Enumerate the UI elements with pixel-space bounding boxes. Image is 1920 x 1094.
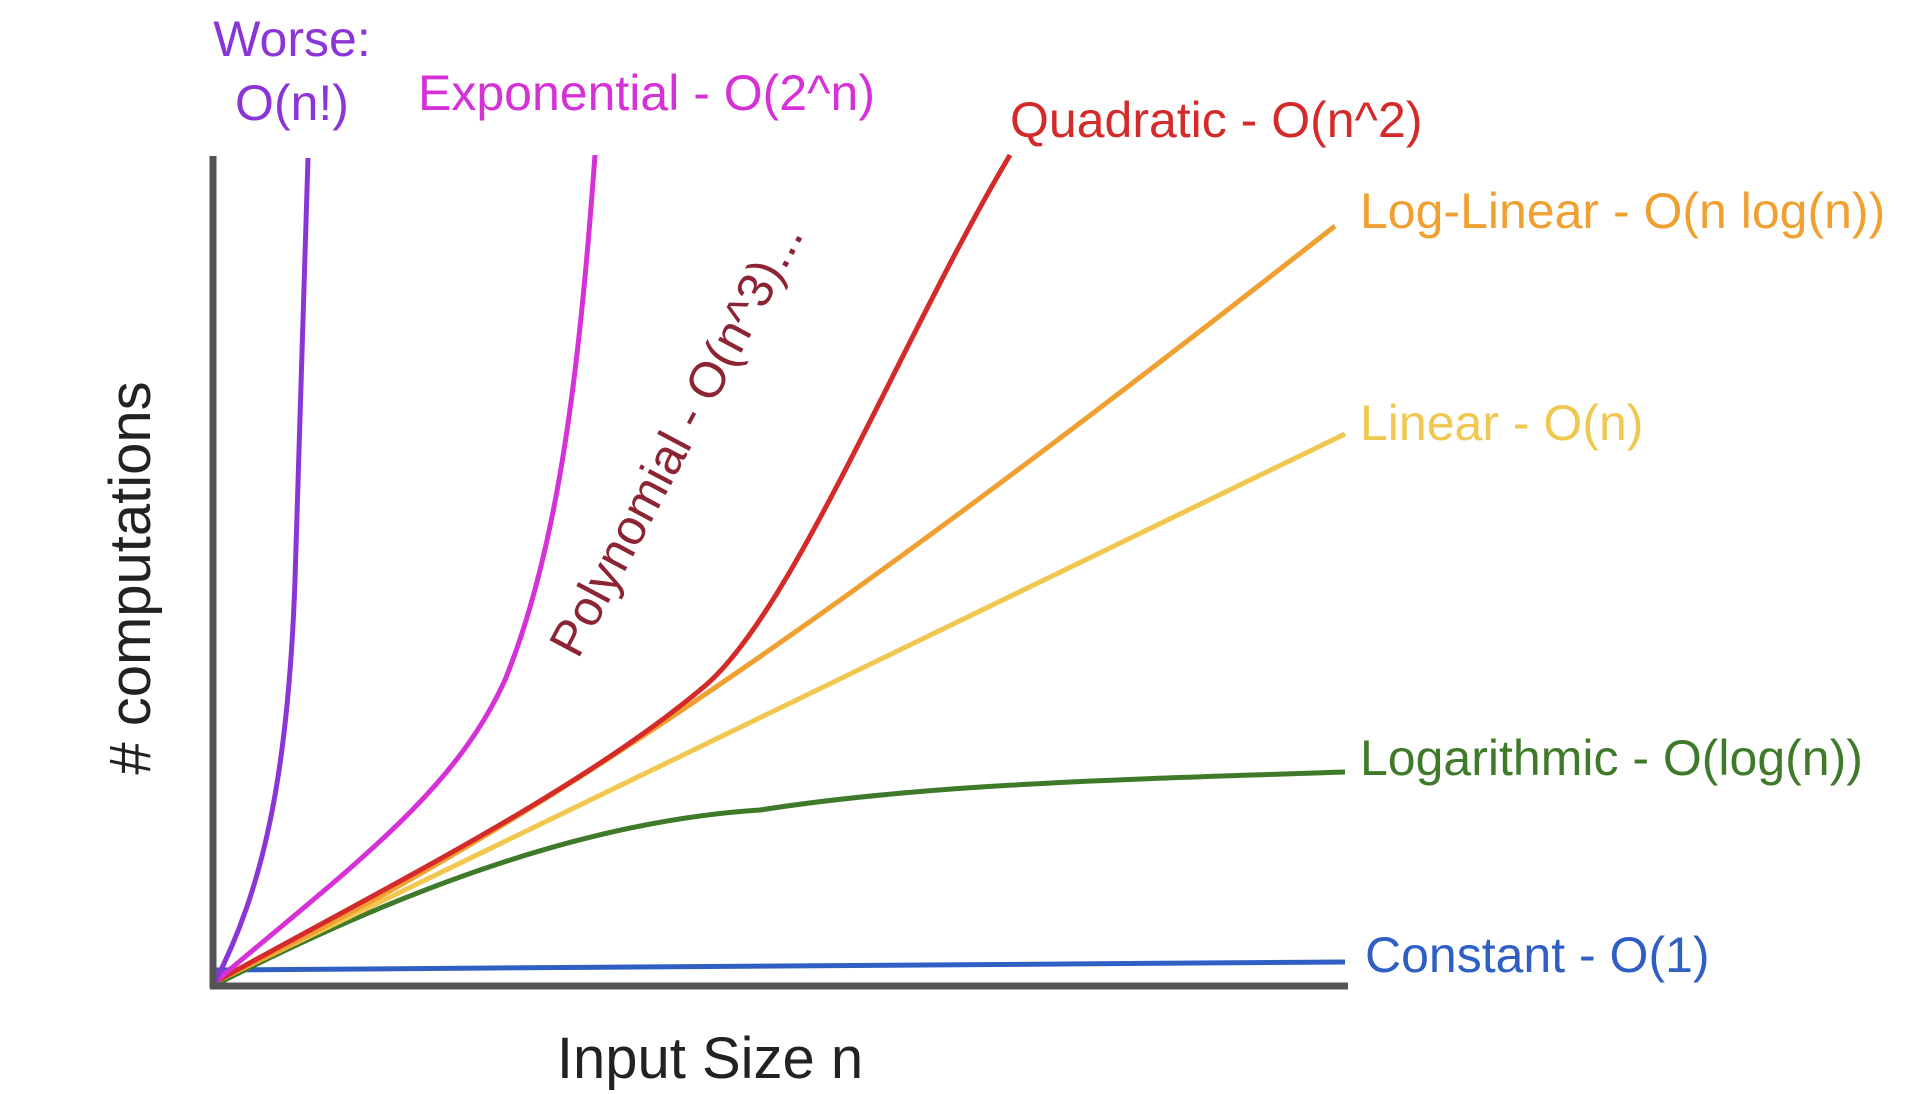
y-axis-label: # computations	[98, 381, 163, 774]
label-log-linear: Log-Linear - O(n log(n))	[1360, 183, 1885, 239]
label-exponential: Exponential - O(2^n)	[418, 65, 875, 121]
label-factorial-line1: Worse:	[213, 11, 370, 67]
series-line-constant	[214, 959, 1346, 973]
label-logarithmic: Logarithmic - O(log(n))	[1360, 730, 1863, 786]
series-curves	[212, 153, 1347, 988]
series-line-quadratic	[213, 153, 1013, 985]
label-linear: Linear - O(n)	[1360, 395, 1643, 451]
series-line-logarithmic	[213, 769, 1346, 988]
label-constant: Constant - O(1)	[1365, 927, 1710, 983]
series-line-linear	[213, 431, 1347, 985]
label-quadratic: Quadratic - O(n^2)	[1010, 92, 1422, 148]
series-line-exponential	[213, 154, 598, 984]
series-line-log-linear	[213, 224, 1337, 985]
series-line-factorial	[212, 157, 311, 984]
x-axis-label: Input Size n	[557, 1026, 863, 1091]
label-factorial-line2: O(n!)	[235, 75, 349, 131]
